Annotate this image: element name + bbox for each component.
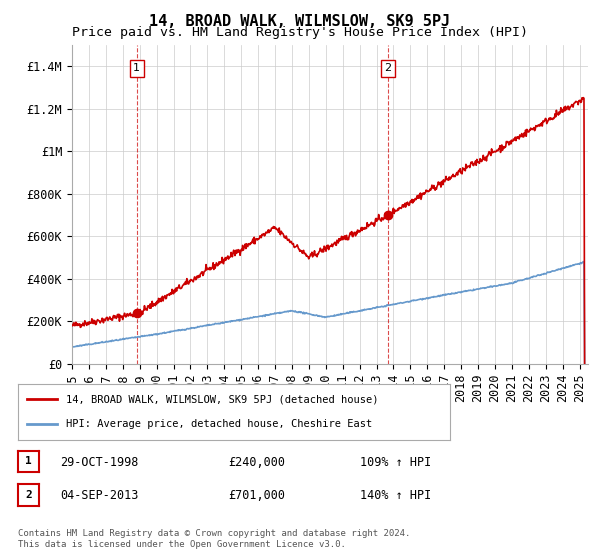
Text: Contains HM Land Registry data © Crown copyright and database right 2024.
This d: Contains HM Land Registry data © Crown c… [18,529,410,549]
Text: HPI: Average price, detached house, Cheshire East: HPI: Average price, detached house, Ches… [65,419,372,429]
Text: 29-OCT-1998: 29-OCT-1998 [60,455,139,469]
Text: 04-SEP-2013: 04-SEP-2013 [60,489,139,502]
Text: 14, BROAD WALK, WILMSLOW, SK9 5PJ: 14, BROAD WALK, WILMSLOW, SK9 5PJ [149,14,451,29]
Text: 2: 2 [25,490,32,500]
Text: 14, BROAD WALK, WILMSLOW, SK9 5PJ (detached house): 14, BROAD WALK, WILMSLOW, SK9 5PJ (detac… [65,394,378,404]
Text: 2: 2 [384,63,391,73]
Text: 140% ↑ HPI: 140% ↑ HPI [360,489,431,502]
Text: 109% ↑ HPI: 109% ↑ HPI [360,455,431,469]
Text: Price paid vs. HM Land Registry's House Price Index (HPI): Price paid vs. HM Land Registry's House … [72,26,528,39]
Text: 1: 1 [25,456,32,466]
Text: £240,000: £240,000 [228,455,285,469]
Text: £701,000: £701,000 [228,489,285,502]
Text: 1: 1 [133,63,140,73]
